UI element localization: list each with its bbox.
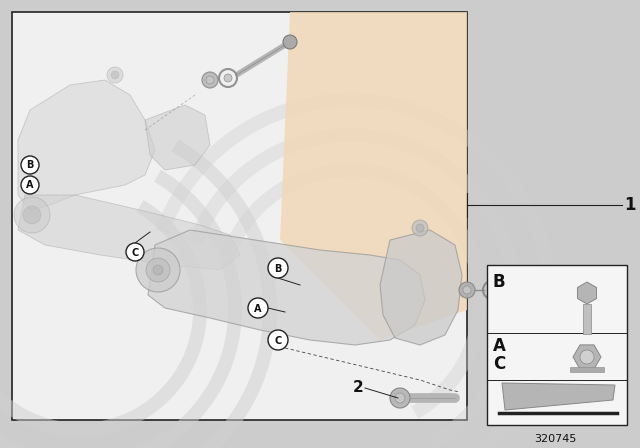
Circle shape [412,220,428,236]
Bar [583,304,591,334]
Circle shape [463,286,471,294]
Circle shape [126,243,144,261]
Text: A: A [493,337,506,355]
Circle shape [283,35,297,49]
Circle shape [488,286,496,294]
Circle shape [153,265,163,275]
Circle shape [268,258,288,278]
Polygon shape [577,282,596,304]
Circle shape [248,298,268,318]
Text: A: A [26,181,34,190]
Circle shape [206,76,214,84]
Text: 1: 1 [624,196,636,214]
Circle shape [21,156,39,174]
Circle shape [395,393,405,403]
Circle shape [146,258,170,282]
Circle shape [111,71,119,79]
Circle shape [14,197,50,233]
Circle shape [580,350,594,364]
Circle shape [390,388,410,408]
Bar [570,367,604,372]
Polygon shape [280,12,467,340]
Text: B: B [26,160,34,171]
Text: A: A [254,303,262,314]
Polygon shape [502,383,615,410]
Text: B: B [493,273,506,291]
Circle shape [21,176,39,194]
Text: B: B [275,263,282,273]
Polygon shape [18,80,155,210]
Polygon shape [145,105,210,170]
Text: 2: 2 [352,380,363,396]
Polygon shape [380,230,462,345]
Circle shape [416,224,424,232]
Circle shape [459,282,475,298]
Text: 320745: 320745 [534,434,576,444]
Polygon shape [573,345,601,369]
Circle shape [136,248,180,292]
Circle shape [23,206,41,224]
Circle shape [555,283,569,297]
Bar [12,12,467,420]
Circle shape [224,74,232,82]
Text: C: C [275,336,282,345]
Polygon shape [18,195,240,270]
Text: C: C [131,247,139,258]
Bar [487,265,627,425]
Text: C: C [493,355,505,373]
Polygon shape [148,230,425,345]
Circle shape [107,67,123,83]
Circle shape [202,72,218,88]
Circle shape [268,330,288,350]
